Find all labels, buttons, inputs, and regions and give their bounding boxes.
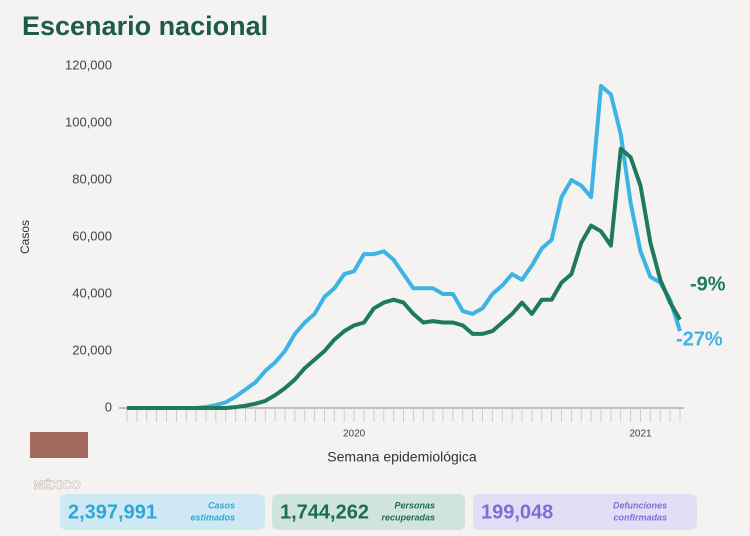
stat-label: recuperadas: [381, 512, 435, 522]
y-axis-title: Casos: [18, 220, 32, 254]
annotation: -9%: [690, 273, 726, 295]
y-tick-label: 20,000: [72, 342, 112, 357]
stat-card: [473, 494, 697, 530]
y-tick-label: 100,000: [65, 114, 112, 129]
logo-text: MÉXICO: [33, 477, 80, 492]
y-tick-label: 0: [105, 399, 112, 414]
stat-label: confirmadas: [613, 512, 667, 522]
series-line: [127, 146, 682, 410]
stat-card: [272, 494, 465, 530]
y-tick-label: 40,000: [72, 285, 112, 300]
logo: MÉXICO: [30, 432, 88, 492]
y-tick-label: 80,000: [72, 171, 112, 186]
stat-value: 199,048: [481, 501, 553, 523]
stat-value: 1,744,262: [280, 501, 369, 523]
stat-label: Personas: [394, 500, 435, 510]
x-group-label: 2020: [343, 429, 366, 440]
stat-label: estimados: [190, 512, 235, 522]
y-tick-label: 120,000: [65, 57, 112, 72]
annotation: -27%: [676, 328, 723, 350]
x-axis-title: Semana epidemiológica: [327, 449, 477, 465]
stat-label: Defunciones: [613, 500, 667, 510]
stat-label: Casos: [208, 500, 235, 510]
series-line: [127, 83, 682, 410]
slide-title: Escenario nacional: [22, 11, 268, 41]
stat-value: 2,397,991: [68, 501, 157, 523]
y-tick-label: 60,000: [72, 228, 112, 243]
logo-emblem: [30, 432, 88, 458]
stat-card: [60, 494, 265, 530]
x-group-label: 2021: [629, 429, 652, 440]
